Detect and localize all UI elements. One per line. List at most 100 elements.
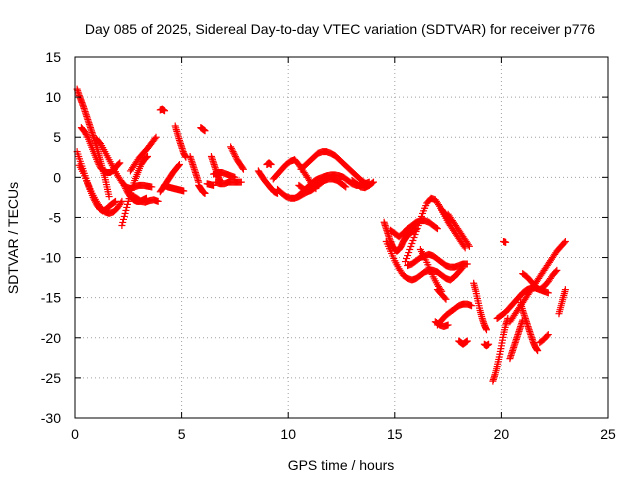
data-point-track-af — [401, 258, 409, 266]
data-point-track-l — [182, 153, 190, 161]
data-point-track-c — [83, 132, 91, 140]
grid — [75, 57, 608, 418]
data-point-track-b — [112, 197, 120, 205]
data-point-track-f — [121, 209, 129, 217]
x-axis-label: GPS time / hours — [288, 457, 395, 473]
data-point-track-f — [122, 206, 130, 214]
data-point-track-g — [151, 135, 159, 143]
data-point-track-t — [227, 143, 235, 151]
axis-ticks — [74, 56, 609, 419]
data-point-track-w — [267, 160, 275, 168]
data-point-track-ap — [482, 326, 490, 334]
data-point-track-ak — [464, 241, 472, 249]
y-tick-label: -25 — [41, 370, 61, 386]
data-point-track-ay — [561, 286, 569, 294]
data-point-track-ab — [341, 182, 349, 190]
data-point-track-ab — [342, 183, 350, 191]
data-point-track-t — [230, 149, 238, 157]
data-point-track-g — [152, 133, 160, 141]
tick-labels: 0 5 10 15 20 25 -30 -25 -20 -15 -10 -5 0 5 10 15 — [41, 49, 616, 442]
data-point-track-at — [561, 238, 569, 246]
data-point-track-u — [210, 181, 218, 189]
data-point-track-al — [468, 302, 476, 310]
data-point-track-d — [118, 197, 126, 205]
data-point-track-ag — [463, 260, 471, 268]
x-tick-label: 25 — [600, 426, 616, 442]
data-point-track-t — [239, 165, 247, 173]
data-point-track-b — [111, 198, 119, 206]
data-point-track-c — [114, 160, 122, 168]
data-point-track-c — [94, 159, 102, 167]
data-point-track-af — [435, 201, 443, 209]
data-point-track-aq — [485, 340, 493, 348]
data-point-track-ac — [369, 178, 377, 186]
data-point-track-a — [105, 193, 113, 201]
data-point-track-f — [124, 200, 132, 208]
chart-title: Day 085 of 2025, Sidereal Day-to-day VTE… — [85, 21, 595, 37]
data-point-track-af — [461, 244, 469, 252]
x-tick-label: 10 — [280, 426, 296, 442]
data-marks — [73, 85, 569, 385]
data-point-track-d — [117, 199, 125, 207]
data-point-track-ah — [432, 224, 440, 232]
y-tick-label: 15 — [45, 49, 61, 65]
data-point-track-af — [411, 230, 419, 238]
data-point-track-af — [408, 240, 416, 248]
plot-frame — [74, 56, 609, 419]
data-point-track-h — [121, 183, 129, 191]
data-point-track-af — [406, 246, 414, 254]
data-point-track-s — [237, 178, 245, 186]
data-point-track-af — [409, 237, 417, 245]
data-point-track-t — [231, 152, 239, 160]
data-point-track-f — [119, 218, 127, 226]
y-tick-label: -15 — [41, 290, 61, 306]
data-point-track-af — [405, 249, 413, 257]
data-point-track-f — [123, 203, 131, 211]
data-point-track-ac — [368, 179, 376, 187]
y-tick-label: -20 — [41, 330, 61, 346]
data-point-track-t — [228, 146, 236, 154]
data-point-track-e — [148, 183, 156, 191]
data-point-track-m — [180, 187, 188, 195]
data-point-track-f — [120, 212, 128, 220]
data-point-track-i — [154, 197, 162, 205]
y-axis-label: SDTVAR / TECUs — [5, 182, 21, 294]
y-tick-label: -5 — [49, 209, 62, 225]
data-point-track-f — [120, 215, 128, 223]
data-point-track-c — [95, 160, 103, 168]
data-point-track-f — [142, 154, 150, 162]
y-tick-label: -10 — [41, 250, 61, 266]
data-point-track-p — [201, 127, 209, 135]
data-point-track-t — [239, 164, 247, 172]
data-point-track-o — [201, 189, 209, 197]
y-tick-label: 0 — [53, 169, 61, 185]
data-point-track-af — [413, 224, 421, 232]
data-point-track-af — [404, 252, 412, 260]
data-point-track-j — [161, 107, 169, 115]
data-point-track-aw — [552, 268, 560, 276]
x-tick-label: 0 — [71, 426, 79, 442]
data-point-track-f — [143, 153, 151, 161]
data-point-track-af — [410, 234, 418, 241]
data-point-track-ax — [544, 331, 552, 339]
data-point-track-af — [407, 243, 415, 251]
data-point-track-aw — [553, 266, 561, 274]
y-tick-label: 5 — [53, 129, 61, 145]
data-point-track-am — [444, 321, 452, 329]
x-tick-label: 15 — [387, 426, 403, 442]
data-point-track-an — [442, 295, 450, 303]
data-point-track-c — [116, 159, 124, 167]
data-point-track-ao — [463, 337, 471, 345]
data-point-track-af — [412, 227, 420, 235]
data-point-track-h — [120, 181, 128, 189]
y-tick-label: 10 — [45, 89, 61, 105]
data-point-track-as — [544, 289, 552, 297]
x-tick-label: 5 — [178, 426, 186, 442]
data-point-track-k — [175, 162, 183, 170]
data-point-track-c — [93, 157, 101, 165]
data-point-track-c — [115, 160, 123, 168]
data-point-track-an — [441, 294, 449, 302]
data-point-track-f — [118, 221, 126, 229]
data-point-track-ah — [433, 225, 441, 233]
